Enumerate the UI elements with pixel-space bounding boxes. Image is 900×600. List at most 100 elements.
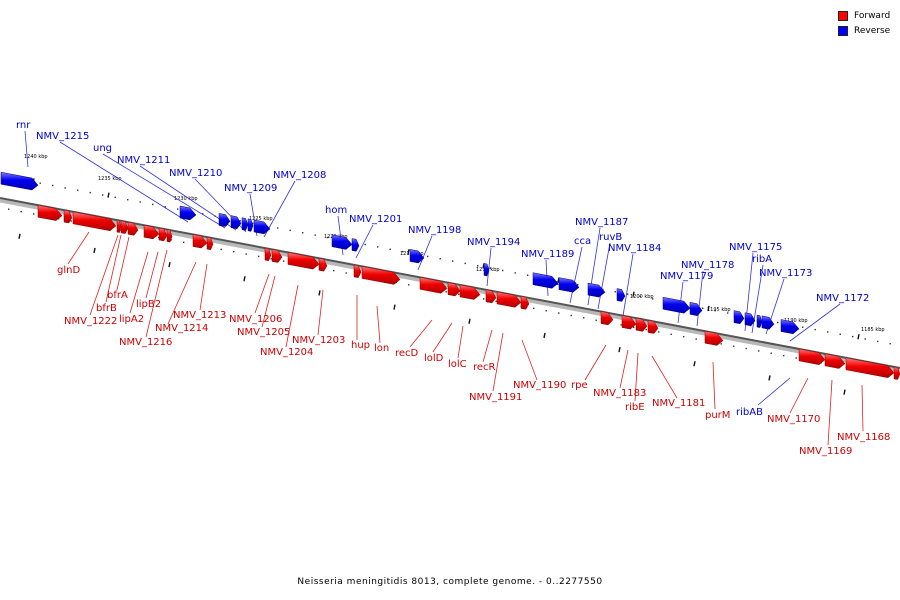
tick-dot xyxy=(777,321,779,324)
reverse-leader-line xyxy=(102,153,226,229)
reverse-leader-line xyxy=(789,303,841,342)
forward-leader-line xyxy=(584,344,607,381)
major-tick xyxy=(707,305,710,312)
forward-leader-line xyxy=(651,355,678,399)
tick-dot xyxy=(114,196,116,198)
tick-dot xyxy=(177,208,179,210)
gene-label: cca xyxy=(574,236,591,247)
forward-gene-arrow xyxy=(485,289,497,304)
gene-label: hom xyxy=(325,205,347,216)
reverse-gene-arrow xyxy=(616,288,626,302)
tick-dot xyxy=(733,345,735,347)
forward-gene-arrow xyxy=(621,315,637,330)
tick-dot xyxy=(170,239,172,241)
major-tick xyxy=(107,192,110,198)
tick-dot xyxy=(183,241,185,243)
forward-gene-arrow xyxy=(192,234,208,249)
forward-gene-arrow xyxy=(264,247,272,261)
forward-gene-arrow xyxy=(116,219,122,233)
reverse-leader-line xyxy=(757,377,791,406)
legend-forward-label: Forward xyxy=(854,11,891,21)
tick-dot xyxy=(545,310,547,312)
legend-reverse: Reverse xyxy=(838,24,890,38)
reverse-gene-labels: rnr NMV_1215 ung NMV_1211 NMV_1210 NMV_1… xyxy=(16,120,869,418)
tick-dot xyxy=(402,250,404,253)
reverse-gene-arrow xyxy=(247,218,254,232)
major-tick xyxy=(93,247,96,254)
reverse-gene-arrow xyxy=(689,301,703,316)
tick-dot xyxy=(233,251,235,253)
tick-dot xyxy=(502,269,504,272)
tick-dot xyxy=(20,210,22,213)
tick-dot xyxy=(727,312,729,314)
gene-label: NMV_1204 xyxy=(260,347,313,358)
gene-label: bfrA xyxy=(107,290,128,301)
gene-label: NMV_1198 xyxy=(408,225,461,236)
forward-gene-arrow xyxy=(647,320,659,334)
tick-dot xyxy=(89,191,91,194)
forward-leader-line xyxy=(145,249,168,338)
tick-dot xyxy=(583,317,585,319)
tick-dot xyxy=(483,298,485,300)
tick-dot xyxy=(770,352,772,354)
gene-label: NMV_1213 xyxy=(173,310,226,321)
gene-label: NMV_1215 xyxy=(36,131,89,142)
forward-gene-arrow xyxy=(824,353,846,369)
tick-dot xyxy=(64,187,66,189)
forward-leader-line xyxy=(521,339,538,381)
gene-label: NMV_1168 xyxy=(837,432,890,443)
gene-label: lipB2 xyxy=(136,299,161,310)
tick-dot xyxy=(333,269,335,272)
tick-dot xyxy=(364,243,366,246)
gene-label: NMV_1214 xyxy=(155,323,208,334)
tick-dot xyxy=(427,255,429,258)
reverse-gene-arrow xyxy=(756,314,763,328)
gene-label: ruvB xyxy=(599,232,622,243)
tick-dot xyxy=(33,213,35,215)
gene-label: purM xyxy=(705,410,730,421)
tick-dot xyxy=(283,260,285,262)
tick-dot xyxy=(127,199,129,201)
tick-dot xyxy=(527,274,529,276)
forward-leader-line xyxy=(317,289,324,336)
reverse-gene-arrow xyxy=(733,310,745,325)
tick-dot xyxy=(745,347,747,350)
scale-label: 1190 kbp xyxy=(784,318,808,324)
reverse-gene-arrow xyxy=(558,277,580,293)
forward-gene-arrow xyxy=(635,317,648,332)
tick-dot xyxy=(464,262,466,265)
gene-arrows xyxy=(0,171,900,380)
tick-dot xyxy=(852,335,854,338)
tick-dot xyxy=(70,220,72,222)
tick-dot xyxy=(864,338,866,340)
tick-dot xyxy=(514,272,516,274)
reverse-leader-line xyxy=(24,130,29,168)
tick-dot xyxy=(720,343,722,345)
gene-label: rnr xyxy=(16,120,31,131)
tick-dot xyxy=(620,324,622,326)
gene-label: NMV_1172 xyxy=(816,293,869,304)
forward-gene-arrow xyxy=(353,264,362,278)
forward-leader-line xyxy=(712,361,716,410)
forward-leader-line xyxy=(432,322,453,353)
tick-dot xyxy=(252,222,254,224)
reverse-gene-arrow xyxy=(230,215,242,230)
reverse-gene-arrow xyxy=(351,238,360,252)
tick-dot xyxy=(77,189,79,191)
gene-label: NMV_1194 xyxy=(467,237,520,248)
tick-dot xyxy=(102,194,104,196)
forward-leader-line xyxy=(492,332,504,392)
forward-gene-arrow xyxy=(520,296,530,310)
tick-dot xyxy=(645,328,647,331)
reverse-gene-arrow xyxy=(744,312,756,327)
forward-swatch xyxy=(838,11,848,21)
forward-gene-arrow xyxy=(893,366,900,380)
tick-dot xyxy=(570,314,572,317)
forward-leader-line xyxy=(619,349,629,389)
major-tick xyxy=(393,304,396,310)
forward-leader-line xyxy=(67,231,90,265)
forward-gene-arrow xyxy=(271,249,283,263)
tick-dot xyxy=(627,293,629,295)
gene-label: NMV_1179 xyxy=(660,271,713,282)
